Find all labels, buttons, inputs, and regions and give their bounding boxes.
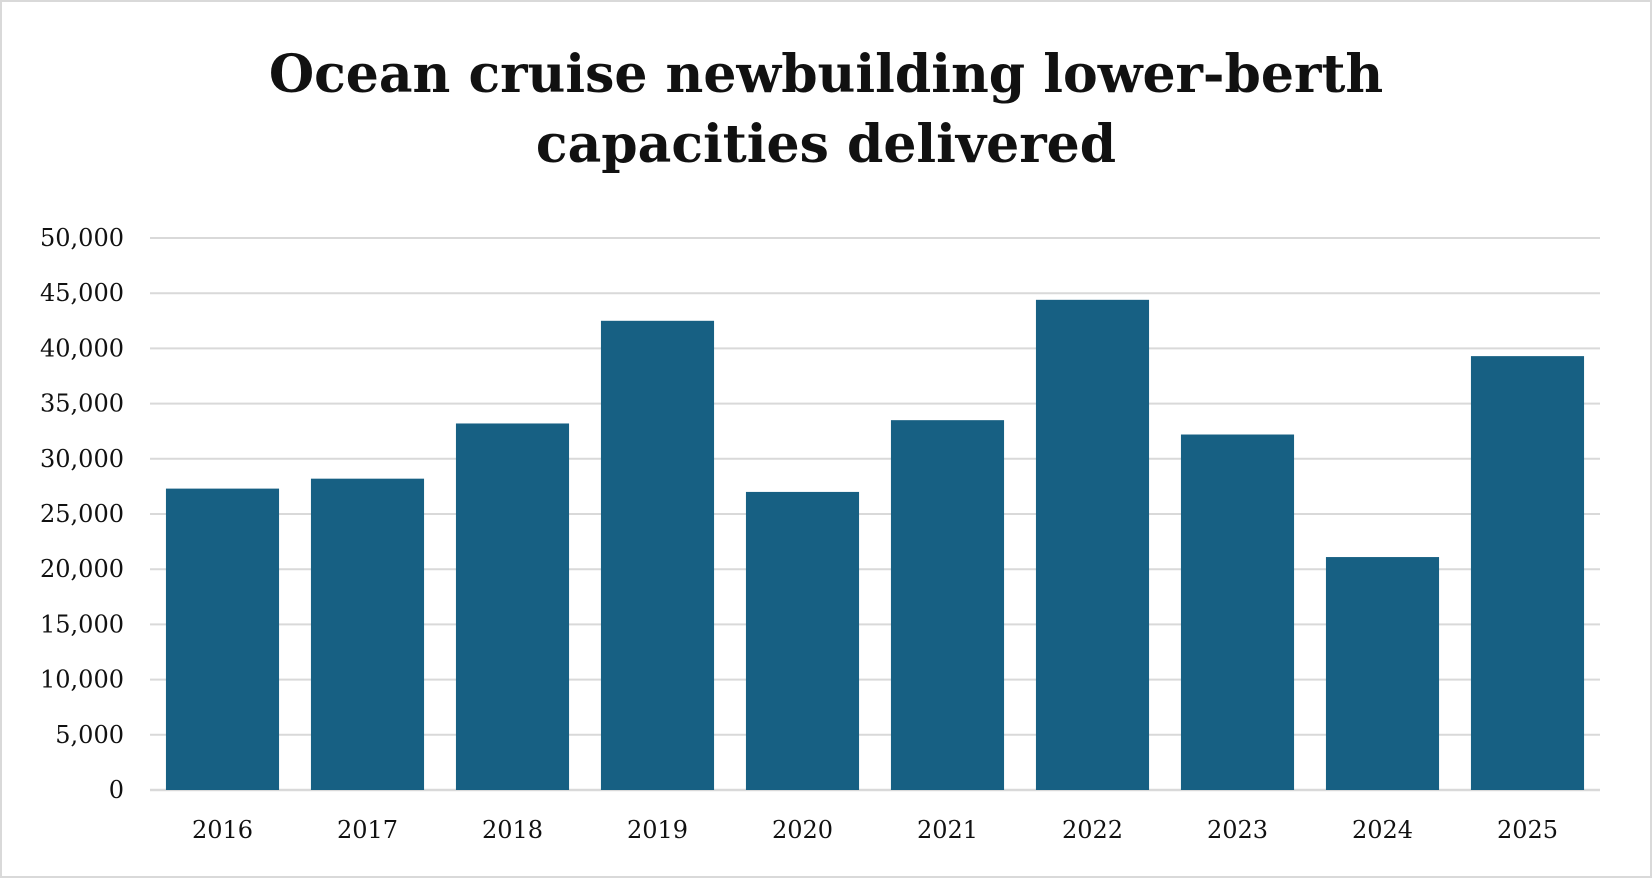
y-tick-label: 5,000	[55, 721, 124, 749]
bar-2020	[745, 491, 860, 790]
y-tick-label: 30,000	[40, 445, 124, 473]
bar-2016	[165, 488, 280, 790]
y-tick-label: 0	[109, 776, 124, 804]
bar-2019	[600, 320, 715, 790]
x-tick-label: 2018	[482, 816, 543, 844]
x-axis-tick-labels: 2016 2017 2018 2019 2020 2021 2022 2023 2024 2025	[192, 816, 1558, 844]
bar-2017	[310, 478, 425, 790]
x-tick-label: 2022	[1062, 816, 1123, 844]
y-tick-label: 35,000	[40, 390, 124, 418]
x-tick-label: 2017	[337, 816, 398, 844]
x-tick-label: 2021	[917, 816, 978, 844]
bar-2022	[1035, 299, 1150, 790]
chart-title-line-2: capacities delivered	[535, 114, 1117, 175]
x-tick-label: 2016	[192, 816, 253, 844]
x-tick-label: 2020	[772, 816, 833, 844]
y-tick-label: 25,000	[40, 500, 124, 528]
y-tick-label: 40,000	[40, 334, 124, 362]
y-tick-label: 45,000	[40, 279, 124, 307]
y-tick-label: 10,000	[40, 666, 124, 694]
y-tick-label: 15,000	[40, 610, 124, 638]
bar-2021	[890, 420, 1005, 790]
bars	[165, 299, 1585, 790]
y-axis-tick-labels: 0 5,000 10,000 15,000 20,000 25,000 30,000 35,0…	[40, 224, 124, 804]
chart-title: Ocean cruise newbuilding lower-berth cap…	[0, 40, 1652, 180]
y-tick-label: 20,000	[40, 555, 124, 583]
x-tick-label: 2019	[627, 816, 688, 844]
bar-2018	[455, 423, 570, 790]
x-tick-label: 2025	[1497, 816, 1558, 844]
x-tick-label: 2024	[1352, 816, 1413, 844]
x-tick-label: 2023	[1207, 816, 1268, 844]
y-tick-label: 50,000	[40, 224, 124, 252]
bar-2023	[1180, 434, 1295, 790]
bar-2025	[1470, 356, 1585, 790]
chart-title-line-1: Ocean cruise newbuilding lower-berth	[268, 44, 1384, 105]
bar-2024	[1325, 557, 1440, 790]
